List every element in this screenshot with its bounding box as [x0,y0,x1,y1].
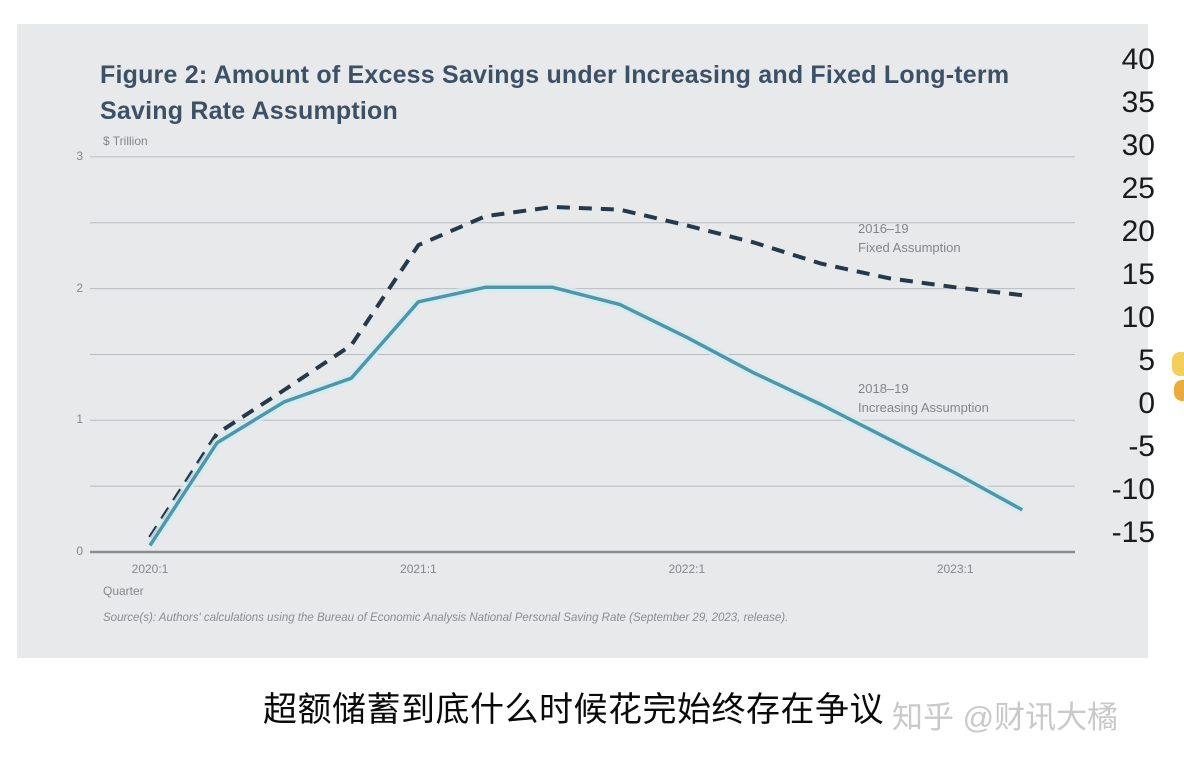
series-line-fixed-assumption [148,204,1023,539]
x-axis-tick-label: 2022:1 [668,562,706,576]
y-axis-tick-label: 0 [76,544,83,558]
caption-text: 超额储蓄到底什么时候花完始终存在争议 [263,691,884,729]
legend-increasing-line2: Increasing Assumption [858,399,989,415]
series-line-increasing-assumption [148,285,1024,547]
y-axis-tick-label: 3 [76,148,83,163]
right-strip-number: -10 [1111,473,1155,506]
right-strip-number: 15 [1121,258,1155,291]
clipped-orange-glyph [1174,380,1184,401]
y-axis-unit-label: $ Trillion [103,134,148,148]
right-strip-number: 35 [1121,86,1155,119]
x-axis-tick-label: 2021:1 [400,562,437,576]
right-strip-number: 20 [1121,215,1155,248]
y-axis-tick-label: 2 [76,280,83,295]
plot-svg [90,156,1075,554]
legend-fixed-assumption: 2016–19 Fixed Assumption [858,220,961,258]
legend-fixed-line2: Fixed Assumption [858,239,961,255]
x-axis-title: Quarter [103,584,144,598]
source-note: Source(s): Authors' calculations using t… [103,612,789,624]
y-axis-tick-label: 1 [76,412,83,427]
right-strip-number: 25 [1121,172,1155,205]
legend-increasing-assumption: 2018–19 Increasing Assumption [858,380,989,418]
right-strip-number: 40 [1121,43,1155,76]
clipped-orange-glyph [1172,352,1184,376]
x-axis-tick-label: 2023:1 [936,562,974,576]
chart-title: Figure 2: Amount of Excess Savings under… [100,61,1010,125]
watermark-text: 知乎 @财讯大橘 [892,700,1119,735]
x-axis-tick-label: 2020:1 [131,562,169,576]
legend-fixed-line1: 2016–19 [858,221,909,236]
right-strip-number: 0 [1138,387,1155,420]
right-strip-number: 5 [1138,344,1155,377]
right-strip-number: 30 [1121,129,1155,162]
legend-increasing-line1: 2018–19 [858,381,909,396]
right-strip-number: -15 [1111,516,1155,549]
right-strip-number: 10 [1121,301,1155,334]
chart-panel: Figure 2: Amount of Excess Savings under… [17,24,1148,658]
right-strip-number: -5 [1128,430,1155,463]
